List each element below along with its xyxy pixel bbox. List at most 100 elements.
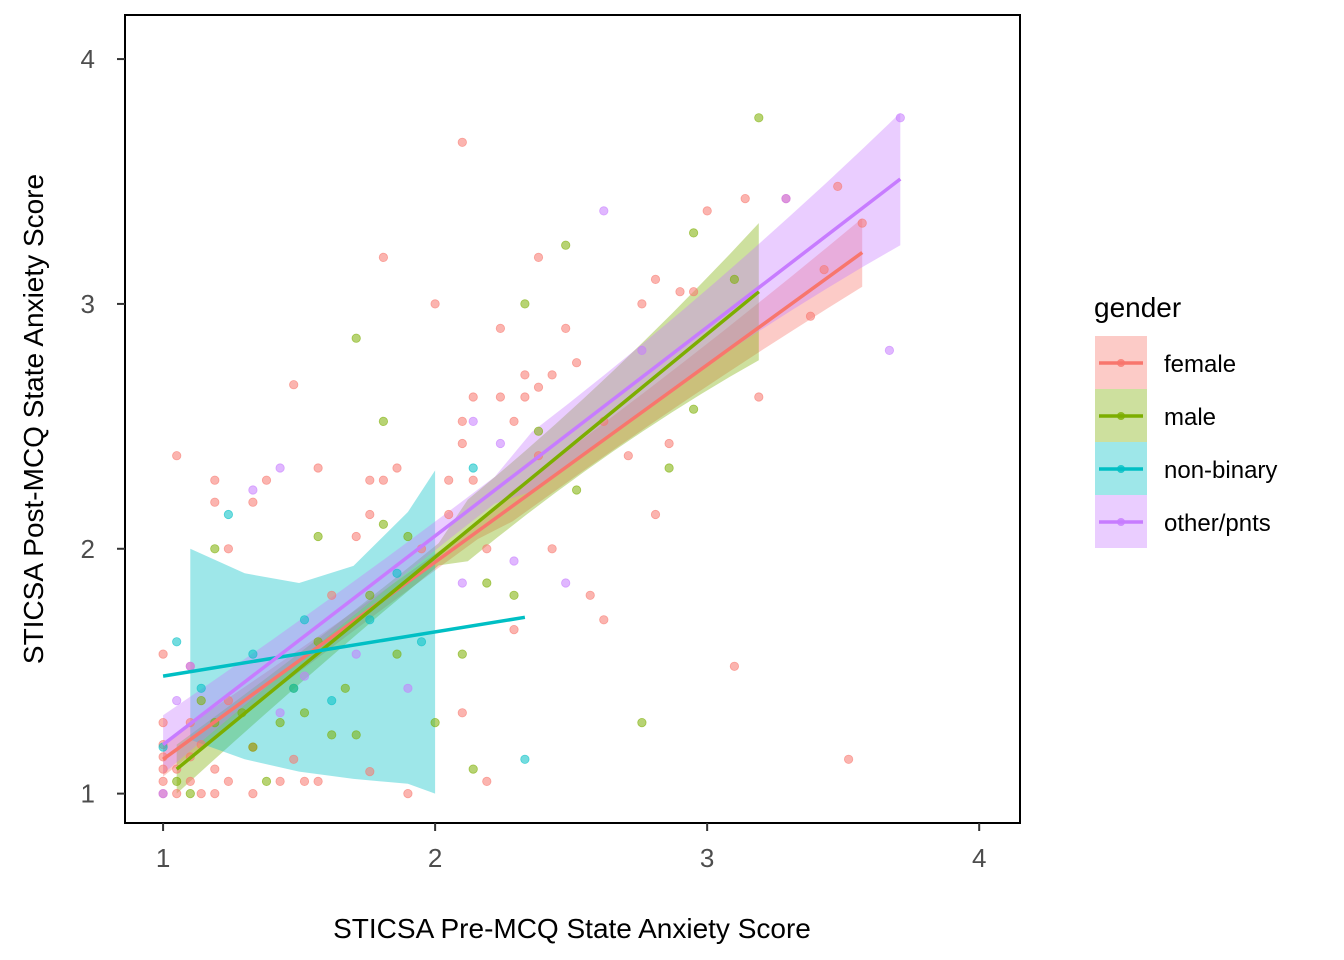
fit-line-non-binary [162,615,526,678]
point-other-pnts [884,345,895,355]
point-non-binary [468,463,478,473]
point-non-binary [327,695,337,706]
fit-line-male [175,290,760,771]
x-tick-label: 1 [156,843,170,873]
point-other-pnts [781,194,791,204]
point-male [688,228,699,238]
point-female [313,463,323,473]
point-female [833,181,843,191]
point-female [327,590,337,600]
point-male [571,485,582,495]
point-female [482,544,492,554]
point-female [585,590,595,600]
point-male [561,240,571,250]
point-female [351,531,361,542]
point-non-binary [172,637,182,647]
point-female [623,451,633,461]
y-tick-label: 3 [81,289,95,319]
point-other-pnts [172,695,182,706]
point-female [495,323,505,333]
point-male [365,590,375,600]
point-other-pnts [637,345,647,355]
point-female [495,392,505,402]
point-female [533,252,544,262]
point-male [313,531,323,542]
point-female [520,392,530,402]
point-male [340,683,350,693]
point-female [299,776,310,787]
fit-line-other-pnts [162,177,902,747]
y-tick-label: 1 [81,779,95,809]
point-female [158,764,168,774]
point-non-binary [365,615,375,625]
x-tick-label: 3 [700,843,714,873]
point-other-pnts [248,485,258,495]
point-female [561,323,571,333]
point-female [158,649,168,659]
point-female [275,776,285,787]
point-female [378,475,388,485]
point-male [664,463,674,473]
point-female [468,475,478,485]
point-female [403,788,413,799]
point-non-binary [196,683,206,693]
point-male [468,764,478,774]
point-female [754,392,764,402]
point-female [688,287,699,297]
point-male [248,742,258,752]
point-female [289,754,299,764]
point-female [289,380,299,390]
point-female [158,776,168,787]
point-male [403,531,413,542]
point-female [210,764,220,774]
point-other-pnts [351,649,361,659]
legend-point-other-pnts [1117,518,1125,526]
point-male [327,730,337,740]
point-male [392,649,402,659]
fit-line-female [162,251,864,761]
point-female [457,416,467,426]
point-female [740,194,750,204]
x-tick-label: 4 [972,843,986,873]
point-female [365,475,375,485]
point-other-pnts [599,206,609,216]
point-male [185,788,195,799]
point-female [457,137,467,147]
point-female [819,264,829,275]
legend-label-male: male [1164,404,1216,431]
legend-label-female: female [1164,351,1236,378]
point-female [248,788,258,799]
point-female [365,766,375,777]
point-other-pnts [403,683,413,693]
y-tick-label: 4 [81,44,95,74]
point-non-binary [289,683,299,693]
point-male [351,730,361,740]
point-female [365,509,375,520]
point-female [261,475,272,485]
point-male [729,274,740,284]
point-female [223,544,233,554]
point-male [509,590,519,600]
point-non-binary [392,568,402,578]
point-male [378,416,388,426]
point-female [196,788,206,799]
point-female [599,615,609,625]
point-male [457,649,467,659]
axes: 1 2 3 4 1 2 3 4 [81,44,987,873]
point-male [637,717,647,728]
legend-label-non-binary: non-binary [1164,457,1277,484]
point-female [843,754,854,764]
point-male [275,717,285,728]
legend-point-male [1117,412,1125,420]
point-other-pnts [158,788,168,799]
y-tick-label: 2 [81,534,95,564]
point-female [430,299,440,309]
point-male [754,113,764,123]
point-male [172,776,182,787]
point-male [430,717,440,728]
point-other-pnts [509,556,519,566]
point-non-binary [416,637,427,647]
point-other-pnts [185,661,195,671]
